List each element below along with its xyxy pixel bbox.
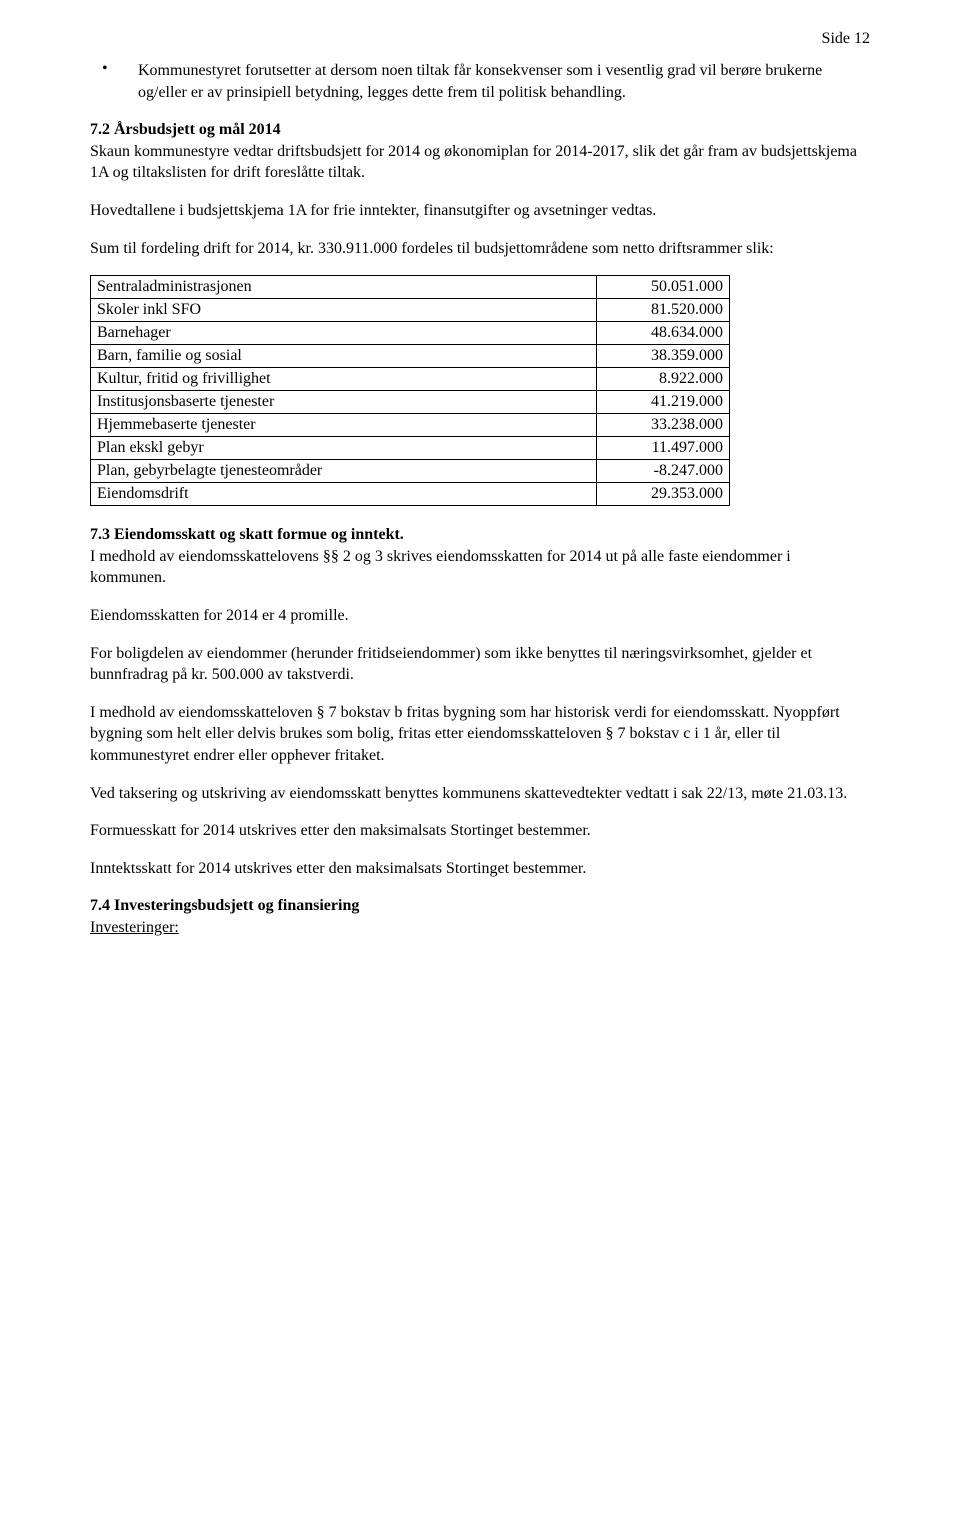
budget-label: Barnehager bbox=[91, 322, 597, 345]
budget-label: Institusjonsbaserte tjenester bbox=[91, 391, 597, 414]
budget-value: 8.922.000 bbox=[597, 368, 730, 391]
budget-label: Hjemmebaserte tjenester bbox=[91, 414, 597, 437]
table-row: Plan ekskl gebyr 11.497.000 bbox=[91, 437, 730, 460]
table-row: Barn, familie og sosial 38.359.000 bbox=[91, 345, 730, 368]
section-7-3-title: 7.3 Eiendomsskatt og skatt formue og inn… bbox=[90, 526, 404, 543]
section-7-2-p3: Sum til fordeling drift for 2014, kr. 33… bbox=[90, 238, 870, 260]
section-7-3-p5: Ved taksering og utskriving av eiendomss… bbox=[90, 783, 870, 805]
section-7-3-p1: I medhold av eiendomsskattelovens §§ 2 o… bbox=[90, 548, 791, 587]
budget-table: Sentraladministrasjonen 50.051.000 Skole… bbox=[90, 275, 730, 506]
budget-label: Plan ekskl gebyr bbox=[91, 437, 597, 460]
budget-value: 41.219.000 bbox=[597, 391, 730, 414]
section-7-2-p1: Skaun kommunestyre vedtar driftsbudsjett… bbox=[90, 143, 857, 182]
budget-value: 81.520.000 bbox=[597, 299, 730, 322]
budget-label: Sentraladministrasjonen bbox=[91, 276, 597, 299]
budget-table-body: Sentraladministrasjonen 50.051.000 Skole… bbox=[91, 276, 730, 506]
budget-value: 29.353.000 bbox=[597, 483, 730, 506]
budget-label: Eiendomsdrift bbox=[91, 483, 597, 506]
section-7-2: 7.2 Årsbudsjett og mål 2014 Skaun kommun… bbox=[90, 119, 870, 184]
section-7-3-p3: For boligdelen av eiendommer (herunder f… bbox=[90, 643, 870, 686]
page-number: Side 12 bbox=[822, 30, 870, 48]
budget-value: -8.247.000 bbox=[597, 460, 730, 483]
section-7-4-sub: Investeringer: bbox=[90, 919, 179, 936]
section-7-2-title: 7.2 Årsbudsjett og mål 2014 bbox=[90, 121, 281, 138]
section-7-4: 7.4 Investeringsbudsjett og finansiering… bbox=[90, 895, 870, 938]
table-row: Kultur, fritid og frivillighet 8.922.000 bbox=[91, 368, 730, 391]
page: Side 12 • Kommunestyret forutsetter at d… bbox=[0, 0, 960, 1531]
budget-value: 38.359.000 bbox=[597, 345, 730, 368]
budget-value: 33.238.000 bbox=[597, 414, 730, 437]
budget-label: Plan, gebyrbelagte tjenesteområder bbox=[91, 460, 597, 483]
section-7-2-p2: Hovedtallene i budsjettskjema 1A for fri… bbox=[90, 200, 870, 222]
bullet-text: Kommunestyret forutsetter at dersom noen… bbox=[138, 60, 870, 103]
budget-label: Kultur, fritid og frivillighet bbox=[91, 368, 597, 391]
budget-value: 11.497.000 bbox=[597, 437, 730, 460]
budget-label: Barn, familie og sosial bbox=[91, 345, 597, 368]
section-7-3-p2: Eiendomsskatten for 2014 er 4 promille. bbox=[90, 605, 870, 627]
table-row: Skoler inkl SFO 81.520.000 bbox=[91, 299, 730, 322]
table-row: Sentraladministrasjonen 50.051.000 bbox=[91, 276, 730, 299]
table-row: Institusjonsbaserte tjenester 41.219.000 bbox=[91, 391, 730, 414]
section-7-3-p7: Inntektsskatt for 2014 utskrives etter d… bbox=[90, 858, 870, 880]
table-row: Plan, gebyrbelagte tjenesteområder -8.24… bbox=[91, 460, 730, 483]
budget-value: 48.634.000 bbox=[597, 322, 730, 345]
table-row: Barnehager 48.634.000 bbox=[91, 322, 730, 345]
section-7-3-p6: Formuesskatt for 2014 utskrives etter de… bbox=[90, 820, 870, 842]
table-row: Hjemmebaserte tjenester 33.238.000 bbox=[91, 414, 730, 437]
table-row: Eiendomsdrift 29.353.000 bbox=[91, 483, 730, 506]
section-7-3: 7.3 Eiendomsskatt og skatt formue og inn… bbox=[90, 524, 870, 589]
budget-value: 50.051.000 bbox=[597, 276, 730, 299]
bullet-item: • Kommunestyret forutsetter at dersom no… bbox=[90, 60, 870, 103]
section-7-4-title: 7.4 Investeringsbudsjett og finansiering bbox=[90, 897, 359, 914]
bullet-marker: • bbox=[90, 60, 138, 103]
budget-label: Skoler inkl SFO bbox=[91, 299, 597, 322]
section-7-3-p4: I medhold av eiendomsskatteloven § 7 bok… bbox=[90, 702, 870, 767]
